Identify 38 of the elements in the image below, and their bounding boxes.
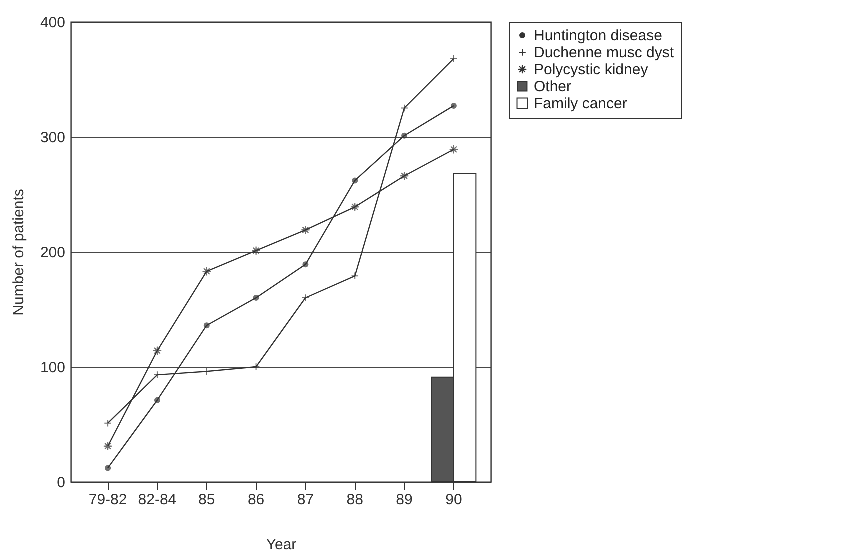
x-axis-title: Year: [266, 536, 297, 554]
point: [104, 419, 112, 428]
point: [302, 262, 309, 268]
x-tick-label: 87: [297, 492, 314, 508]
x-tick-label: 85: [198, 492, 216, 508]
legend-label: Other: [534, 78, 572, 96]
legend-label: Huntington disease: [534, 28, 662, 44]
point: [252, 246, 261, 256]
point: [204, 322, 210, 329]
point: [154, 397, 160, 404]
point: [252, 363, 260, 371]
point: [450, 102, 457, 109]
legend-label: Duchenne musc dyst: [534, 44, 675, 62]
point: [402, 132, 408, 139]
x-tick-label: 90: [446, 492, 462, 508]
y-tick-label: 200: [40, 244, 66, 262]
point: [352, 178, 358, 184]
point: [301, 226, 310, 235]
x-tick-label: 86: [248, 492, 265, 508]
x-tick-label: 82-84: [138, 492, 177, 508]
point: [400, 104, 408, 112]
legend-label: Family cancer: [534, 96, 628, 112]
x-tick-label: 89: [396, 492, 413, 508]
x-tick-label: 88: [346, 492, 364, 508]
y-tick-label: 100: [40, 360, 66, 376]
x-tick-label: 79-82: [88, 492, 128, 508]
point: [105, 465, 112, 472]
y-tick-label: 0: [57, 474, 66, 492]
y-tick-label: 300: [40, 130, 66, 146]
point: [302, 294, 310, 302]
point: [351, 272, 360, 280]
y-tick-label: 400: [40, 14, 66, 32]
point: [202, 368, 211, 376]
y-axis-title: Number of patients: [10, 189, 28, 316]
point: [253, 295, 260, 301]
point: [154, 371, 162, 379]
legend-label: Polycystic kidney: [534, 62, 649, 78]
point: [450, 54, 458, 63]
